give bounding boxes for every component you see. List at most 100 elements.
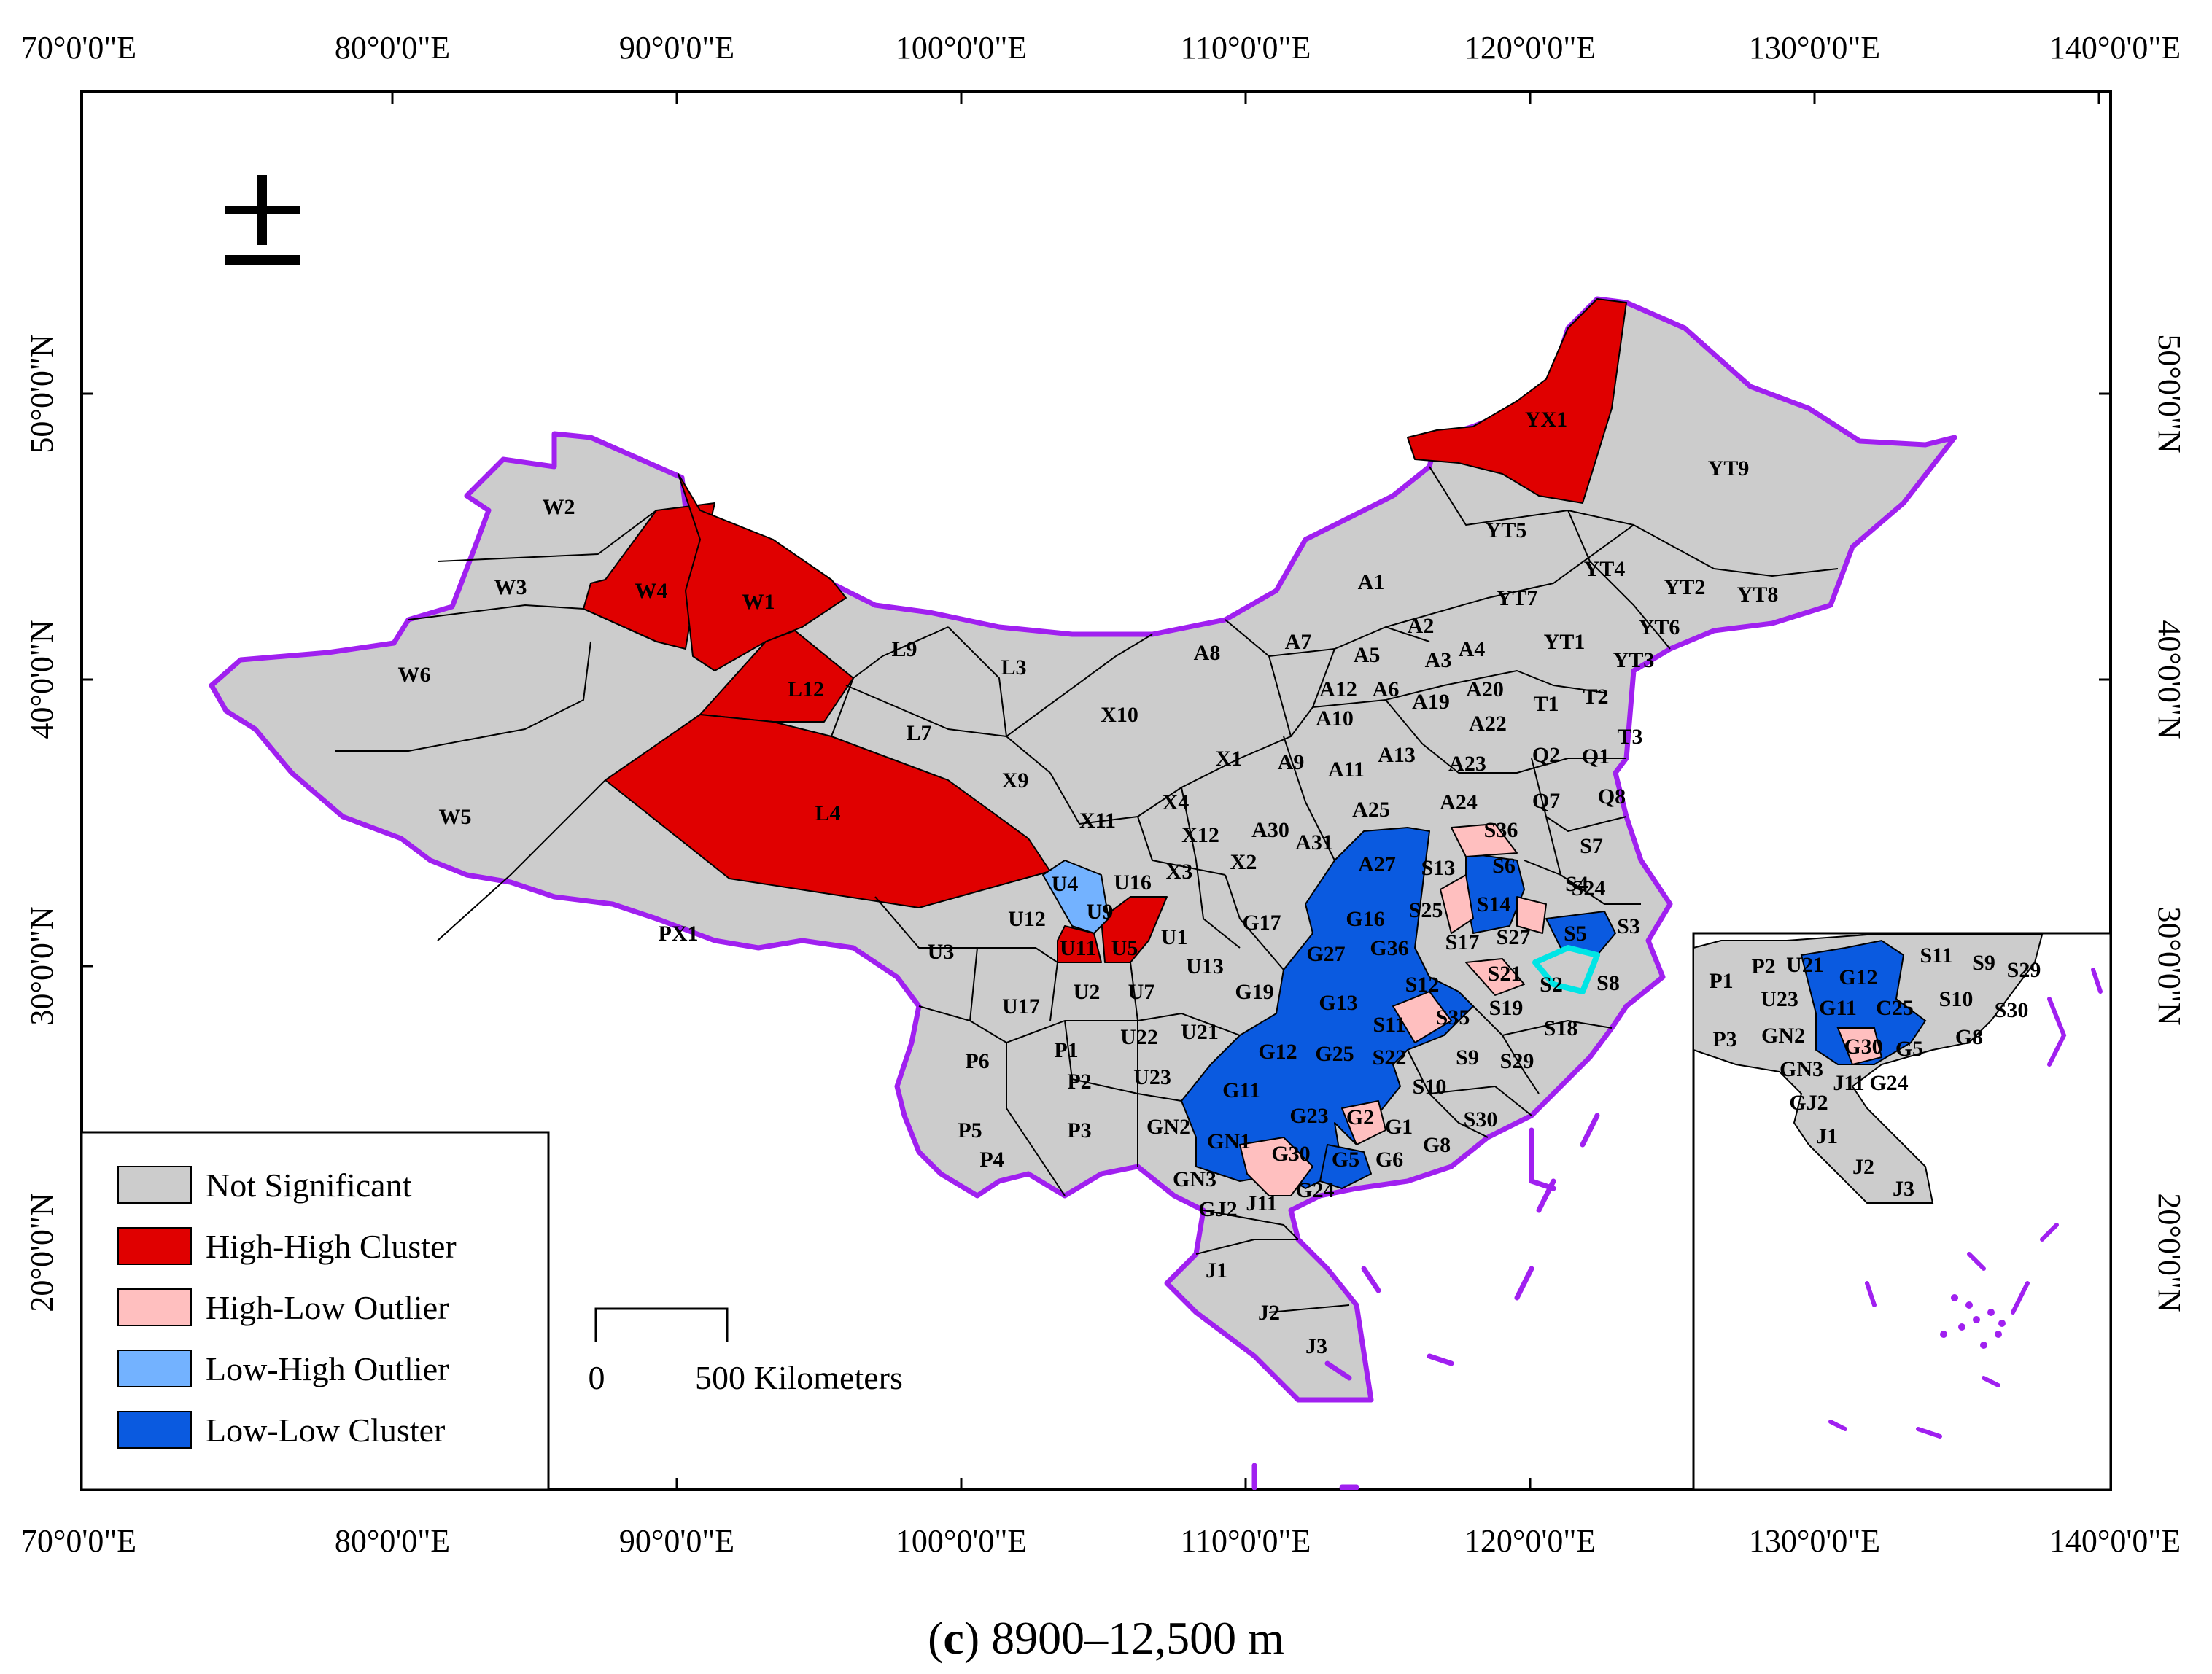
label-q2: Q2 [1532,743,1560,767]
inset-label-p3: P3 [1712,1027,1736,1051]
label-yt9: YT9 [1708,456,1750,480]
label-g19: G19 [1235,980,1273,1004]
region-s35 [1392,991,1452,1043]
label-w5: W5 [439,805,472,829]
label-g13: G13 [1319,991,1357,1015]
caption-letter: c [943,1612,964,1664]
inset-label-g30: G30 [1844,1035,1882,1059]
lon-label-120: 120°0'0"E [1464,30,1596,66]
label-g25: G25 [1315,1042,1354,1066]
region-yx1 [1407,298,1627,504]
lon-label-140: 140°0'0"E [2049,30,2181,66]
label-l4: L4 [815,801,840,825]
lon-label-120-bottom: 120°0'0"E [1464,1523,1596,1559]
label-a11: A11 [1328,758,1365,782]
label-l9: L9 [891,637,917,661]
inset-island-dots [1940,1294,2006,1349]
lat-label-50-right: 50°0'0"N [2151,334,2187,453]
inset-label-p2: P2 [1751,954,1775,978]
legend-label-high-low: High-Low Outlier [206,1289,449,1326]
label-s12: S12 [1405,973,1440,997]
inset-label-gj2: GJ2 [1789,1091,1828,1115]
label-s3: S3 [1617,914,1640,938]
label-w2: W2 [543,495,575,519]
inset-label-j11: J11 [1833,1071,1864,1095]
label-g27: G27 [1306,942,1345,966]
label-j1: J1 [1206,1258,1227,1282]
label-u21: U21 [1181,1020,1219,1044]
lon-label-90-bottom: 90°0'0"E [619,1523,734,1559]
lat-label-30-left: 30°0'0"N [24,906,60,1025]
lon-label-70: 70°0'0"E [21,30,136,66]
scale-bar-start: 0 [589,1359,605,1396]
label-yt1: YT1 [1544,630,1586,654]
region-g2 [1341,1100,1386,1145]
label-g17: G17 [1242,911,1281,935]
label-w3: W3 [494,575,527,599]
inset-label-s9: S9 [1972,951,1995,975]
label-q1: Q1 [1582,744,1610,768]
label-s25: S25 [1409,898,1443,922]
label-g5: G5 [1332,1148,1359,1172]
inset-label-g8: G8 [1955,1025,1983,1049]
label-l12: L12 [788,677,824,701]
label-s27: S27 [1497,925,1531,949]
label-s22: S22 [1373,1046,1407,1070]
label-a9: A9 [1278,750,1305,774]
label-a25: A25 [1352,798,1390,822]
lat-labels-left: 50°0'0"N 40°0'0"N 30°0'0"N 20°0'0"N [24,334,60,1312]
label-gn2: GN2 [1146,1115,1190,1139]
scale-bar: 0 500 Kilometers [589,1307,903,1396]
inset-labels: P1 P2 U21 G12 S11 S9 S29 U23 G11 C25 S10… [1709,943,2041,1201]
label-a5: A5 [1354,643,1381,667]
region-s2-highlight [1532,945,1600,994]
label-px1: PX1 [659,922,699,946]
region-s21 [1465,958,1525,996]
label-u3: U3 [928,940,955,964]
figure-caption: (c) 8900–12,500 m [928,1612,1284,1664]
label-t2: T2 [1583,685,1608,709]
label-w6: W6 [398,663,431,687]
lon-label-70-bottom: 70°0'0"E [21,1523,136,1559]
internal-boundaries [335,466,1839,1313]
label-s36: S36 [1484,818,1518,842]
label-a24: A24 [1440,790,1478,814]
region-w4 [583,502,715,650]
label-yt3: YT3 [1613,648,1655,672]
label-x1: X1 [1216,747,1243,771]
label-j11: J11 [1246,1191,1277,1215]
inset-label-p1: P1 [1709,969,1733,993]
lat-label-20-right: 20°0'0"N [2151,1193,2187,1312]
region-u4 [1042,860,1109,934]
label-gj2: GJ2 [1198,1197,1237,1221]
region-s36 [1451,823,1518,857]
label-p6: P6 [965,1049,989,1073]
label-s29: S29 [1500,1049,1534,1073]
label-s24: S24 [1572,876,1606,900]
label-a10: A10 [1316,706,1354,731]
inset-label-u23: U23 [1761,987,1798,1011]
label-j2: J2 [1258,1301,1280,1325]
label-p2: P2 [1067,1070,1091,1094]
inset-g30 [1836,1027,1883,1066]
label-yt6: YT6 [1639,615,1680,639]
legend-swatch-not-significant [117,1166,192,1204]
label-yt2: YT2 [1664,575,1706,599]
label-a3: A3 [1425,648,1452,672]
lon-label-140-bottom: 140°0'0"E [2049,1523,2181,1559]
label-u12: U12 [1008,907,1046,931]
label-g16: G16 [1346,907,1384,931]
label-u9: U9 [1087,900,1114,924]
label-u5: U5 [1111,936,1138,960]
label-u11: U11 [1060,936,1096,960]
label-a12: A12 [1319,677,1357,701]
inset-label-j3: J3 [1893,1177,1914,1201]
label-u7: U7 [1128,980,1155,1004]
inset-label-j2: J2 [1852,1155,1874,1179]
lon-label-80-bottom: 80°0'0"E [335,1523,450,1559]
label-q7: Q7 [1532,789,1560,813]
lat-label-50-left: 50°0'0"N [24,334,60,453]
label-u2: U2 [1074,980,1101,1004]
legend-label-low-low: Low-Low Cluster [206,1412,445,1449]
lon-label-130: 130°0'0"E [1749,30,1880,66]
